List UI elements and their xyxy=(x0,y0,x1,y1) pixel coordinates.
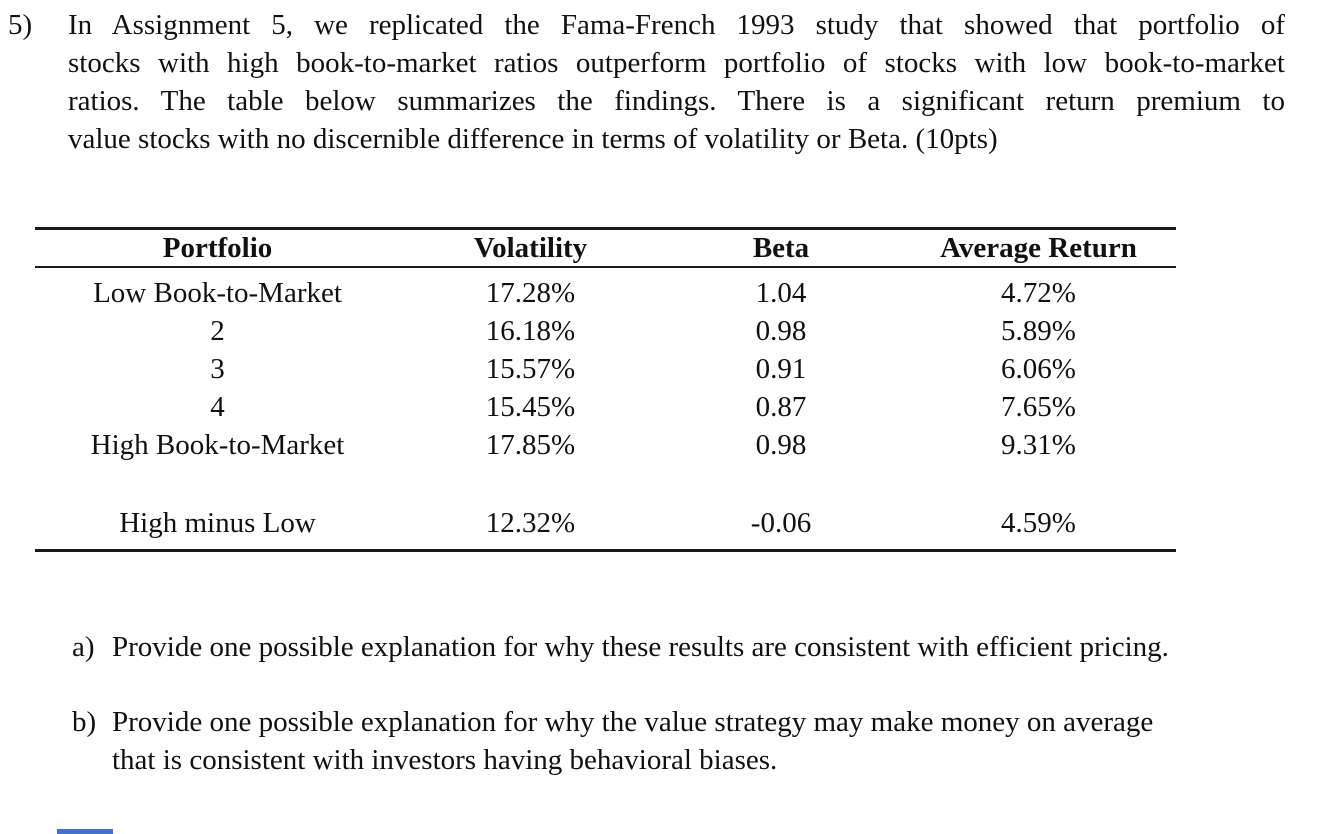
cell-avg-return: 5.89% xyxy=(1001,315,1076,347)
subquestion-a-label: a) xyxy=(72,631,95,663)
cell-portfolio: High minus Low xyxy=(119,507,316,539)
subquestion-a-text: Provide one possible explanation for why… xyxy=(112,628,1287,666)
cell-avg-return: 4.72% xyxy=(1001,277,1076,309)
table-header-row: Portfolio Volatility Beta Average Return xyxy=(35,230,1176,268)
column-header-beta: Beta xyxy=(752,232,810,264)
subquestion-b-label: b) xyxy=(72,706,97,738)
findings-table: Portfolio Volatility Beta Average Return… xyxy=(35,227,1176,552)
paragraph-line: ratios. The table below summarizes the f… xyxy=(68,85,1285,117)
table-row: Low Book-to-Market 17.28% 1.04 4.72% xyxy=(35,268,1176,312)
question-number: 5) xyxy=(8,9,33,41)
table-row: 4 15.45% 0.87 7.65% xyxy=(35,388,1176,426)
table-row: High Book-to-Market 17.85% 0.98 9.31% xyxy=(35,426,1176,464)
cell-volatility: 15.45% xyxy=(485,391,576,423)
cell-avg-return: 7.65% xyxy=(1001,391,1076,423)
table-row-high-minus-low: High minus Low 12.32% -0.06 4.59% xyxy=(35,504,1176,542)
cell-portfolio: High Book-to-Market xyxy=(90,429,345,461)
subquestion-a-line: Provide one possible explanation for why… xyxy=(112,631,1169,663)
cell-avg-return: 9.31% xyxy=(1001,429,1076,461)
cell-beta: 0.98 xyxy=(755,315,807,347)
paragraph-line: value stocks with no discernible differe… xyxy=(68,123,998,155)
paragraph-line: stocks with high book-to-market ratios o… xyxy=(68,47,1285,79)
cell-beta: 0.98 xyxy=(755,429,807,461)
subquestion-b-line: that is consistent with investors having… xyxy=(112,744,778,776)
subquestion-b-text: Provide one possible explanation for why… xyxy=(112,703,1287,779)
column-header-volatility: Volatility xyxy=(473,232,588,264)
cell-avg-return: 6.06% xyxy=(1001,353,1076,385)
cell-portfolio: Low Book-to-Market xyxy=(93,277,342,309)
subquestion-b-line: Provide one possible explanation for why… xyxy=(112,706,1154,738)
table-row: 3 15.57% 0.91 6.06% xyxy=(35,350,1176,388)
cell-portfolio: 3 xyxy=(210,353,225,385)
cell-volatility: 15.57% xyxy=(485,353,576,385)
cell-portfolio: 2 xyxy=(210,315,225,347)
cell-portfolio: 4 xyxy=(210,391,225,423)
question-paragraph: In Assignment 5, we replicated the Fama-… xyxy=(68,6,1285,158)
cell-volatility: 17.85% xyxy=(485,429,576,461)
cell-beta: 0.91 xyxy=(755,353,807,385)
cell-volatility: 16.18% xyxy=(485,315,576,347)
cell-avg-return: 4.59% xyxy=(1001,507,1076,539)
table-blank-row xyxy=(35,464,1176,504)
paragraph-line: In Assignment 5, we replicated the Fama-… xyxy=(68,9,1285,41)
table-row: 2 16.18% 0.98 5.89% xyxy=(35,312,1176,350)
blue-scroll-marker xyxy=(57,829,113,834)
cell-beta: 1.04 xyxy=(755,277,807,309)
column-header-portfolio: Portfolio xyxy=(162,232,273,264)
cell-beta: 0.87 xyxy=(755,391,807,423)
cell-beta: -0.06 xyxy=(750,507,812,539)
column-header-average-return: Average Return xyxy=(940,232,1137,264)
cell-volatility: 12.32% xyxy=(485,507,576,539)
cell-volatility: 17.28% xyxy=(485,277,576,309)
